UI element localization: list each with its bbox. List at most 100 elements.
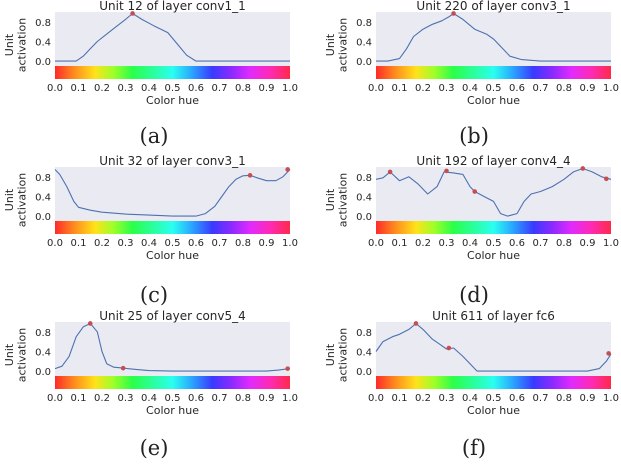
x-tick-label: 0.1: [71, 393, 87, 404]
y-tick-label: 0.4: [356, 192, 372, 203]
peak-marker: [604, 176, 609, 182]
y-tick-label: 0.0: [356, 367, 372, 378]
panel-b: Unit 220 of layer conv3_1 Unitactivation 0…: [324, 0, 619, 107]
x-tick-label: 0.9: [580, 238, 596, 249]
y-tick-label: 0.8: [356, 18, 372, 29]
y-axis-label: Unitactivation: [324, 173, 350, 228]
x-tick-label: 0.8: [235, 393, 251, 404]
peak-marker: [606, 351, 611, 356]
x-tick-label: 0.7: [212, 393, 228, 404]
chart-title: Unit 12 of layer conv1_1: [99, 0, 246, 13]
x-tick-label: 1.0: [603, 83, 619, 94]
x-tick-label: 0.8: [556, 83, 572, 94]
panel-e: Unit 25 of layer conv5_4 Unitactivation 0.…: [3, 310, 298, 417]
y-axis-label: Unitactivation: [324, 18, 350, 73]
peak-marker: [247, 173, 253, 178]
x-tick-label: 0.2: [94, 83, 110, 94]
x-axis-label: Color hue: [467, 94, 520, 107]
x-axis-label: Color hue: [467, 404, 520, 417]
peak-marker: [580, 166, 586, 171]
x-tick-label: 0.5: [486, 238, 502, 249]
y-tick-label: 0.0: [356, 212, 372, 223]
x-tick-label: 0.2: [94, 238, 110, 249]
activation-line: [54, 322, 291, 372]
activation-line: [375, 322, 612, 372]
x-tick-label: 0.7: [533, 83, 549, 94]
chart-title: Unit 611 of layer fc6: [432, 310, 555, 323]
x-tick-label: 0.0: [47, 238, 63, 249]
x-tick-label: 0.6: [188, 393, 204, 404]
hue-colorbar: [376, 66, 611, 79]
peak-marker: [413, 321, 419, 326]
y-tick-label: 0.8: [356, 328, 372, 339]
x-tick-label: 0.3: [118, 83, 134, 94]
chart-title: Unit 32 of layer conv3_1: [99, 155, 246, 168]
y-tick-label: 0.8: [35, 18, 51, 29]
x-tick-label: 0.4: [462, 83, 478, 94]
panel-c: Unit 32 of layer conv3_1 Unitactivation 0.…: [3, 155, 298, 262]
x-axis-label: Color hue: [146, 94, 199, 107]
x-tick-label: 0.9: [580, 83, 596, 94]
y-tick-label: 0.4: [356, 37, 372, 48]
peak-marker: [446, 345, 452, 351]
x-tick-label: 0.9: [259, 393, 275, 404]
plot-area: [55, 167, 290, 221]
x-tick-label: 0.5: [165, 238, 181, 249]
x-tick-label: 0.5: [486, 83, 502, 94]
y-tick-label: 0.4: [35, 192, 51, 203]
activation-line: [55, 12, 290, 62]
y-axis-label: Unitactivation: [3, 18, 29, 73]
hue-colorbar: [55, 376, 290, 389]
y-tick-label: 0.4: [35, 37, 51, 48]
x-tick-label: 0.0: [368, 393, 384, 404]
x-tick-label: 0.1: [392, 238, 408, 249]
y-axis-label: Unitactivation: [3, 328, 29, 383]
x-tick-label: 0.7: [533, 393, 549, 404]
peak-marker: [87, 321, 93, 326]
panel-f: Unit 611 of layer fc6 Unitactivation 0.0 0.…: [324, 310, 619, 417]
x-tick-label: 0.5: [486, 393, 502, 404]
y-tick-label: 0.0: [35, 367, 51, 378]
caption-f: (f): [461, 436, 487, 460]
peak-marker: [120, 365, 126, 371]
x-tick-label: 0.2: [94, 393, 110, 404]
activation-line: [375, 167, 612, 217]
peak-marker: [451, 11, 456, 16]
x-tick-label: 0.9: [259, 83, 275, 94]
x-tick-label: 0.6: [509, 238, 525, 249]
y-axis-label: Unitactivation: [324, 328, 350, 383]
x-tick-label: 0.6: [188, 238, 204, 249]
x-tick-label: 0.8: [556, 393, 572, 404]
hue-colorbar: [376, 221, 611, 234]
x-tick-label: 0.4: [462, 238, 478, 249]
x-tick-label: 0.4: [141, 238, 157, 249]
plot-area: [376, 322, 611, 376]
caption-a: (a): [139, 124, 169, 148]
x-tick-label: 0.0: [47, 393, 63, 404]
x-tick-label: 0.7: [212, 238, 228, 249]
x-tick-label: 0.0: [368, 83, 384, 94]
caption-d: (d): [459, 283, 489, 307]
peak-marker: [444, 168, 449, 174]
peak-marker: [130, 11, 135, 16]
panel-d: Unit 192 of layer conv4_4 Unitactivation 0…: [324, 155, 619, 262]
y-tick-label: 0.8: [35, 173, 51, 184]
x-tick-label: 0.2: [415, 238, 431, 249]
x-tick-label: 1.0: [282, 393, 298, 404]
hue-colorbar: [376, 376, 611, 389]
x-tick-label: 0.3: [439, 238, 455, 249]
peak-marker: [285, 167, 290, 172]
x-tick-label: 0.9: [259, 238, 275, 249]
x-tick-label: 1.0: [603, 238, 619, 249]
x-tick-label: 0.3: [118, 238, 134, 249]
x-tick-label: 1.0: [603, 393, 619, 404]
x-tick-label: 0.6: [188, 83, 204, 94]
hue-colorbar: [55, 221, 290, 234]
x-tick-label: 0.2: [415, 393, 431, 404]
peak-marker: [285, 366, 290, 371]
x-tick-label: 0.0: [47, 83, 63, 94]
chart-title: Unit 25 of layer conv5_4: [99, 310, 246, 323]
y-tick-label: 0.0: [356, 57, 372, 68]
x-tick-label: 0.2: [415, 83, 431, 94]
